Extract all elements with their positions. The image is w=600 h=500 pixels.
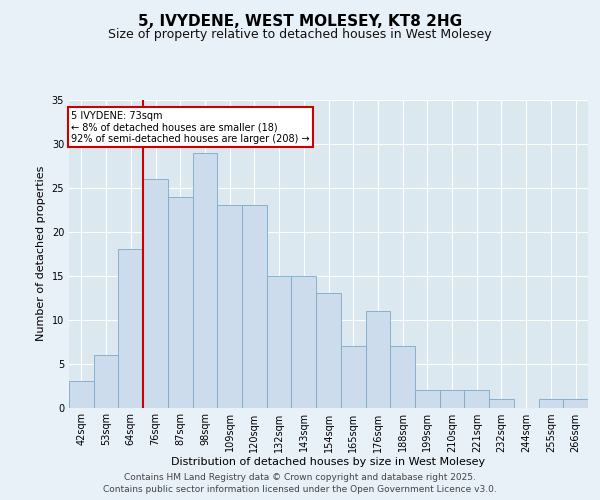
Bar	[292, 276, 316, 407]
Bar	[563, 398, 588, 407]
Text: 5, IVYDENE, WEST MOLESEY, KT8 2HG: 5, IVYDENE, WEST MOLESEY, KT8 2HG	[138, 14, 462, 29]
Text: Size of property relative to detached houses in West Molesey: Size of property relative to detached ho…	[108, 28, 492, 41]
Bar	[69, 381, 94, 407]
Text: Contains HM Land Registry data © Crown copyright and database right 2025.
Contai: Contains HM Land Registry data © Crown c…	[103, 473, 497, 494]
Bar	[168, 196, 193, 408]
Bar	[242, 206, 267, 408]
Bar	[217, 206, 242, 408]
Bar	[390, 346, 415, 408]
Bar	[341, 346, 365, 408]
Bar	[464, 390, 489, 407]
Bar	[193, 152, 217, 408]
Bar	[539, 398, 563, 407]
Bar	[415, 390, 440, 407]
X-axis label: Distribution of detached houses by size in West Molesey: Distribution of detached houses by size …	[172, 458, 485, 468]
Bar	[489, 398, 514, 407]
Bar	[94, 355, 118, 408]
Bar	[143, 179, 168, 408]
Bar	[118, 250, 143, 408]
Bar	[316, 294, 341, 408]
Bar	[365, 311, 390, 408]
Bar	[267, 276, 292, 407]
Y-axis label: Number of detached properties: Number of detached properties	[36, 166, 46, 342]
Bar	[440, 390, 464, 407]
Text: 5 IVYDENE: 73sqm
← 8% of detached houses are smaller (18)
92% of semi-detached h: 5 IVYDENE: 73sqm ← 8% of detached houses…	[71, 110, 310, 144]
